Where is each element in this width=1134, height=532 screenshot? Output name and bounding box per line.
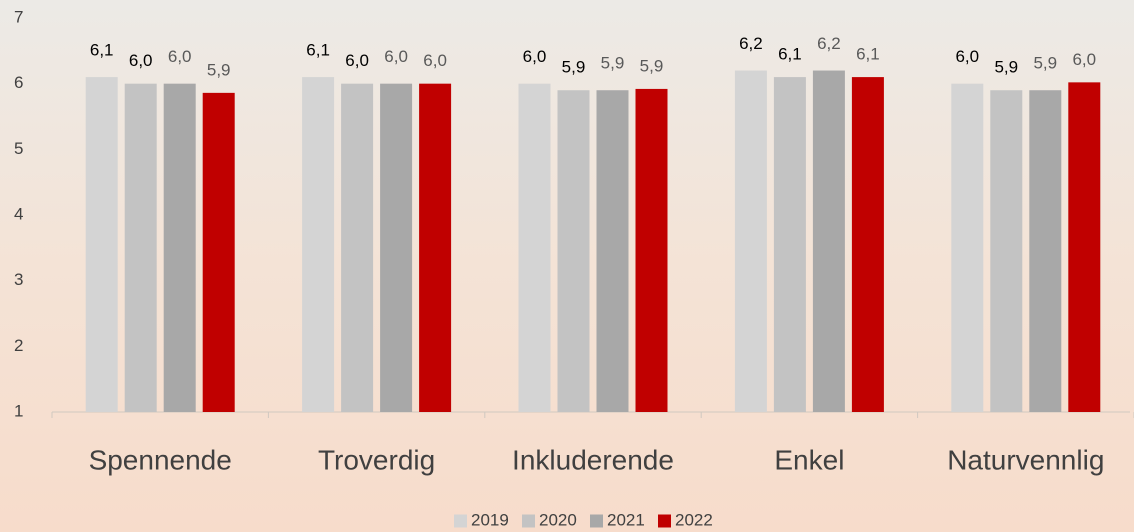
legend-swatch — [658, 514, 671, 528]
bar — [419, 83, 452, 413]
value-label: 6,0 — [1072, 50, 1096, 69]
x-tick-label: Inkluderende — [512, 444, 674, 475]
bar — [812, 70, 845, 413]
y-tick-label: 4 — [14, 204, 23, 223]
value-label: 6,0 — [523, 47, 547, 66]
bar — [1068, 82, 1101, 412]
y-tick-label: 3 — [14, 270, 23, 289]
value-label: 6,1 — [856, 45, 880, 64]
bar — [596, 90, 629, 412]
value-label: 5,9 — [207, 60, 231, 79]
bar — [990, 90, 1023, 412]
legend-swatch — [522, 514, 535, 528]
y-tick-label: 7 — [14, 7, 23, 26]
value-label: 5,9 — [640, 56, 664, 75]
y-tick-label: 5 — [14, 139, 23, 158]
value-label: 6,1 — [778, 45, 802, 64]
value-label: 6,1 — [90, 41, 114, 60]
bar — [341, 83, 374, 413]
x-tick-label: Naturvennlig — [947, 444, 1104, 475]
legend-label: 2019 — [471, 510, 509, 529]
value-label: 5,9 — [601, 54, 625, 73]
legend-label: 2021 — [607, 510, 645, 529]
bar — [380, 83, 413, 413]
value-label: 6,0 — [129, 51, 153, 70]
value-label: 6,1 — [306, 41, 330, 60]
legend-swatch — [590, 514, 603, 528]
bar — [124, 83, 157, 413]
bar — [773, 77, 806, 412]
x-tick-label: Enkel — [774, 444, 844, 475]
legend-label: 2020 — [539, 510, 577, 529]
value-label: 5,9 — [994, 58, 1018, 77]
bar — [851, 77, 884, 412]
legend-swatch — [454, 514, 467, 528]
bar — [557, 90, 590, 412]
value-label: 6,0 — [345, 51, 369, 70]
value-label: 6,0 — [168, 47, 192, 66]
bar — [163, 83, 196, 413]
y-tick-label: 2 — [14, 336, 23, 355]
legend-label: 2022 — [675, 510, 713, 529]
bar — [951, 83, 984, 413]
x-tick-label: Spennende — [89, 444, 232, 475]
bar — [85, 77, 118, 412]
value-label: 6,0 — [955, 47, 979, 66]
bar — [1029, 90, 1062, 412]
value-label: 6,0 — [423, 51, 447, 70]
bar — [202, 92, 235, 413]
value-label: 5,9 — [1033, 54, 1057, 73]
bar — [734, 70, 767, 413]
bar — [518, 83, 551, 413]
value-label: 6,0 — [384, 47, 408, 66]
bar — [635, 88, 668, 413]
value-label: 6,2 — [739, 34, 763, 53]
y-tick-label: 6 — [14, 73, 23, 92]
x-tick-label: Troverdig — [318, 444, 435, 475]
y-tick-label: 1 — [14, 401, 23, 420]
value-label: 5,9 — [562, 58, 586, 77]
value-label: 6,2 — [817, 34, 841, 53]
bar — [302, 77, 335, 412]
